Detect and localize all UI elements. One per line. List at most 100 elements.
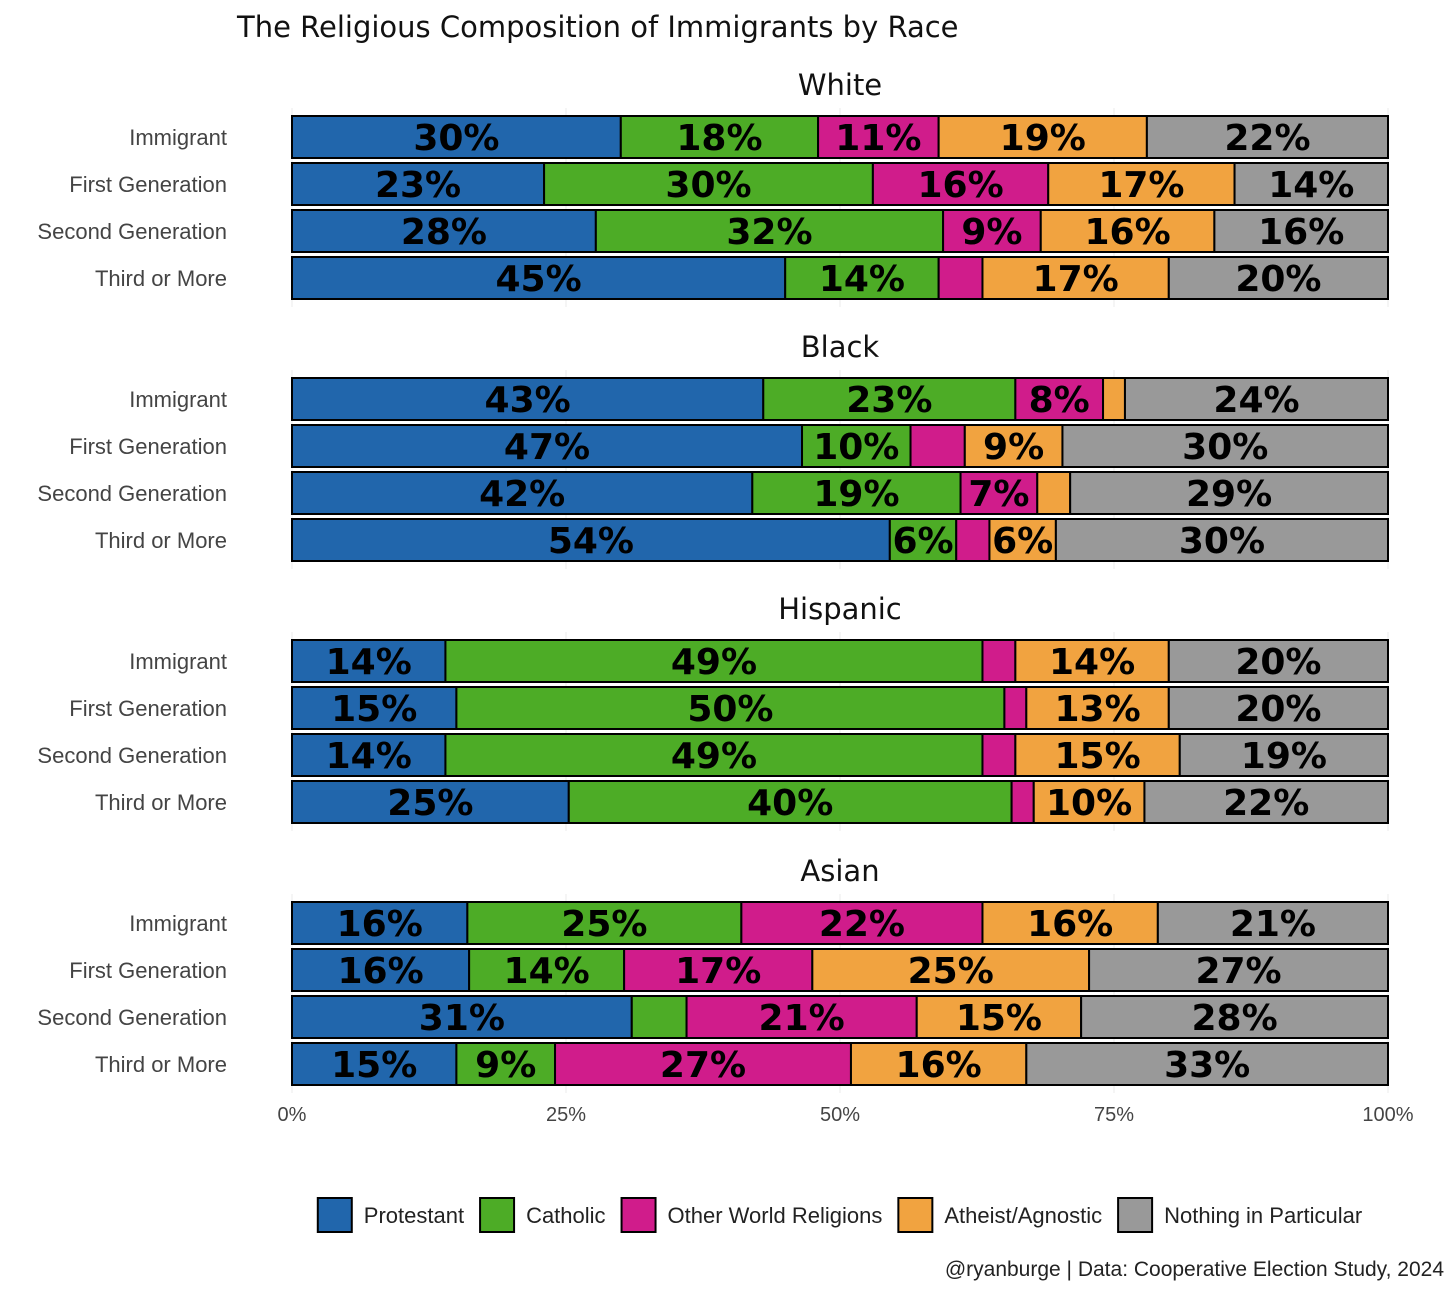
data-label: 30% (413, 118, 499, 159)
data-label: 15% (956, 998, 1042, 1039)
bar-segment-atheist-agnostic (1039, 209, 1216, 253)
legend-label: Nothing in Particular (1164, 1203, 1362, 1228)
bar-segment-catholic (455, 1042, 557, 1086)
bar-segment-nothing-in-particular (1061, 424, 1389, 468)
row-label: Second Generation (37, 1005, 227, 1030)
data-label: 9% (961, 212, 1022, 253)
bar-segment-atheist-agnostic (1014, 639, 1170, 683)
data-label: 32% (726, 212, 812, 253)
data-label: 30% (1182, 427, 1268, 468)
data-label: 22% (1223, 783, 1309, 824)
bar-segment-catholic (784, 256, 940, 300)
bar-segment-nothing-in-particular (1167, 256, 1390, 300)
legend-label: Other World Religions (668, 1203, 883, 1228)
bar-segment-protestant (291, 686, 458, 730)
data-label: 10% (1046, 783, 1132, 824)
data-label: 14% (1049, 642, 1135, 683)
bar-row: Third or More 54% 6% 6% 30% (95, 518, 1389, 562)
x-axis: 0% 25% 50% 75% 100% (278, 1104, 1414, 1126)
bar-segment-protestant (291, 948, 471, 992)
data-label: 16% (896, 1045, 982, 1086)
legend-swatch (1117, 1197, 1154, 1233)
bar-row: Second Generation 28% 32% 9% 16% 16% (37, 209, 1389, 253)
legend-swatch (316, 1197, 353, 1233)
legend-label: Catholic (526, 1203, 605, 1228)
row-label: Immigrant (129, 911, 227, 936)
data-label: 7% (968, 474, 1029, 515)
data-label: 17% (1033, 259, 1119, 300)
bar-segment-other-world-religions (817, 115, 940, 159)
legend-swatch (620, 1197, 657, 1233)
bar-segment-protestant (291, 377, 765, 421)
bar-segment-protestant (291, 733, 447, 777)
bar-segment-protestant (291, 209, 597, 253)
data-label: 23% (846, 380, 932, 421)
facet-title: Asian (800, 854, 879, 888)
row-label: First Generation (69, 172, 227, 197)
data-label: 28% (401, 212, 487, 253)
data-label: 13% (1054, 689, 1140, 730)
chart-title: The Religious Composition of Immigrants … (236, 10, 959, 44)
data-label: 27% (660, 1045, 746, 1086)
caption: @ryanburge | Data: Cooperative Election … (945, 1258, 1444, 1281)
data-label: 40% (747, 783, 833, 824)
bar-segment-nothing-in-particular (1054, 518, 1389, 562)
data-label: 16% (1027, 904, 1113, 945)
bar-segment-atheist-agnostic (1014, 733, 1181, 777)
data-label: 27% (1195, 951, 1281, 992)
bar-segment-nothing-in-particular (1233, 162, 1390, 206)
bar-segment-protestant (291, 256, 787, 300)
data-label: 24% (1213, 380, 1299, 421)
data-label: 9% (475, 1045, 536, 1086)
data-label: 14% (1268, 165, 1354, 206)
data-label: 22% (1224, 118, 1310, 159)
bar-segment-atheist-agnostic (981, 256, 1170, 300)
data-label: 17% (1098, 165, 1184, 206)
bar-segment-other-world-religions (981, 733, 1017, 777)
bar-segment-other-world-religions (1003, 686, 1028, 730)
data-label: 25% (908, 951, 994, 992)
bar-row: Second Generation 31% 21% 15% 28% (37, 995, 1389, 1039)
row-label: Second Generation (37, 219, 227, 244)
data-label: 17% (675, 951, 761, 992)
legend-swatch (897, 1197, 934, 1233)
x-tick-label: 25% (546, 1104, 586, 1126)
bar-segment-other-world-religions (959, 471, 1039, 515)
legend-label: Protestant (364, 1203, 464, 1228)
bar-segment-nothing-in-particular (1145, 115, 1389, 159)
row-label: Second Generation (37, 481, 227, 506)
data-label: 25% (387, 783, 473, 824)
bar-segment-atheist-agnostic (963, 424, 1064, 468)
row-label: Third or More (95, 1052, 227, 1077)
data-label: 49% (671, 642, 757, 683)
bar-segment-catholic (762, 377, 1017, 421)
bar-segment-other-world-religions (1014, 377, 1105, 421)
bar-segment-protestant (291, 901, 469, 945)
x-tick-label: 75% (1094, 1104, 1134, 1126)
data-label: 20% (1235, 689, 1321, 730)
data-label: 10% (813, 427, 899, 468)
bar-row: Second Generation 42% 19% 7% 29% (37, 471, 1390, 515)
data-label: 22% (819, 904, 905, 945)
bar-row: Third or More 15% 9% 27% 16% 33% (95, 1042, 1389, 1086)
data-label: 16% (337, 951, 423, 992)
bar-segment-atheist-agnostic (1102, 377, 1126, 421)
row-label: Third or More (95, 528, 227, 553)
bar-segment-catholic (444, 639, 984, 683)
bar-row: Immigrant 30% 18% 11% 19% 22% (129, 115, 1389, 159)
bar-segment-protestant (291, 115, 622, 159)
bar-segment-catholic (801, 424, 912, 468)
bar-row: Third or More 45% 14% 17% 20% (95, 256, 1390, 300)
data-label: 6% (992, 521, 1053, 562)
bar-segment-other-world-religions (981, 639, 1017, 683)
row-label: Third or More (95, 790, 227, 815)
x-tick-label: 0% (278, 1104, 307, 1126)
data-label: 16% (1258, 212, 1344, 253)
legend-item: Protestant (316, 1197, 464, 1233)
bar-segment-protestant (291, 1042, 458, 1086)
bar-row: First Generation 15% 50% 13% 20% (69, 686, 1390, 730)
bar-segment-nothing-in-particular (1123, 377, 1389, 421)
bar-segment-other-world-religions (955, 518, 991, 562)
bar-segment-catholic (567, 780, 1013, 824)
